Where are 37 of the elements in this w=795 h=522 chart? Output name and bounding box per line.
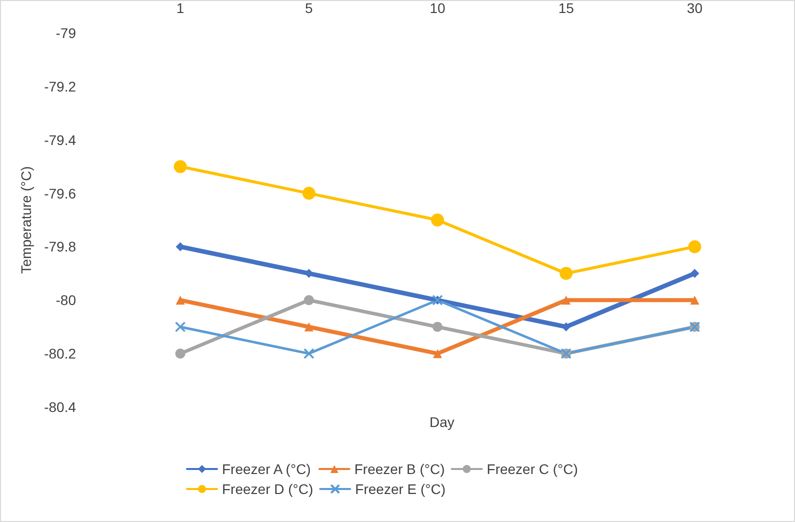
legend-label: Freezer E (°C) — [355, 481, 446, 497]
y-tick-label: -79.8 — [44, 238, 76, 255]
legend-label: Freezer C (°C) — [486, 461, 578, 477]
point — [690, 296, 700, 305]
y-tick-label: -79 — [56, 25, 76, 41]
x-tick-label: 5 — [305, 0, 313, 16]
legend-label: Freezer B (°C) — [354, 461, 445, 477]
point — [433, 349, 442, 358]
x-tick-label: 1 — [176, 0, 184, 16]
point — [431, 214, 444, 226]
point — [688, 240, 702, 254]
y-tick-label: -79.4 — [44, 132, 76, 148]
x-tick-label: 10 — [430, 0, 446, 16]
point — [302, 186, 316, 200]
point — [562, 322, 571, 332]
point — [304, 295, 314, 306]
point — [176, 296, 185, 305]
point — [432, 322, 442, 332]
y-tick-label: -79.2 — [44, 78, 76, 94]
point — [562, 296, 571, 305]
x-tick-label: 15 — [558, 0, 574, 16]
legend-label: Freezer D (°C) — [222, 481, 314, 497]
legend-label: Freezer A (°C) — [222, 461, 311, 477]
y-tick-label: -80.4 — [44, 399, 76, 415]
point — [174, 160, 187, 174]
y-tick-label: -80.2 — [44, 346, 76, 362]
y-tick-label: -79.6 — [44, 185, 76, 202]
y-tick-label: -80 — [56, 292, 76, 308]
x-axis-title: Day — [430, 414, 454, 430]
point — [304, 322, 314, 332]
point — [304, 348, 314, 359]
point — [690, 268, 700, 278]
point — [560, 266, 573, 280]
y-axis-title: Temperature (°C) — [18, 166, 34, 274]
point — [175, 348, 186, 359]
point — [174, 321, 186, 332]
x-tick-label: 30 — [686, 0, 703, 16]
